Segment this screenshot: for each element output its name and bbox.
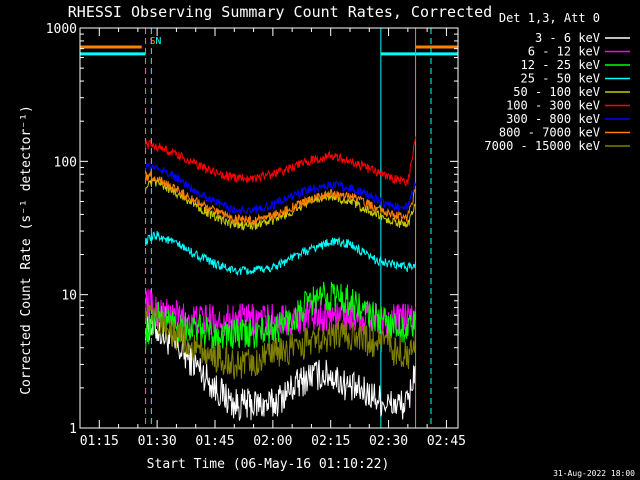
- y-tick-label-3: 1000: [46, 22, 77, 37]
- marker-label-0: S: [150, 36, 156, 47]
- legend-label-7: 800 - 7000 keV: [499, 126, 600, 140]
- plot-area: [79, 27, 459, 429]
- legend-label-1: 6 - 12 keV: [528, 45, 600, 59]
- y-axis-label: Corrected Count Rate (s⁻¹ detector⁻¹): [19, 105, 34, 395]
- timestamp: 31-Aug-2022 18:00: [553, 469, 635, 478]
- legend-label-2: 12 - 25 keV: [521, 58, 600, 72]
- x-tick-label-0: 01:15: [80, 434, 119, 449]
- legend-title: Det 1,3, Att 0: [499, 11, 600, 25]
- chart-title: RHESSI Observing Summary Count Rates, Co…: [68, 3, 492, 21]
- x-axis: 01:15 01:30 01:45 02:00 02:15 02:30 02:45: [79, 28, 466, 449]
- x-axis-label: Start Time (06-May-16 01:10:22): [147, 457, 390, 472]
- series-group: [145, 136, 417, 421]
- x-tick-label-2: 01:45: [195, 434, 234, 449]
- series-line-6: [145, 161, 417, 215]
- x-tick-label-3: 02:00: [253, 434, 292, 449]
- x-tick-label-1: 01:30: [138, 434, 177, 449]
- legend-label-5: 100 - 300 keV: [506, 99, 600, 113]
- y-tick-label-2: 100: [54, 155, 77, 170]
- series-line-5: [145, 136, 417, 186]
- legend-label-3: 25 - 50 keV: [521, 72, 600, 86]
- x-tick-label-4: 02:15: [311, 434, 350, 449]
- marker-label-1: N: [155, 36, 161, 47]
- x-tick-label-6: 02:45: [427, 434, 466, 449]
- legend-label-8: 7000 - 15000 keV: [484, 139, 600, 153]
- series-line-3: [145, 231, 417, 276]
- flag-bars: [80, 45, 458, 56]
- series-line-7: [145, 170, 417, 227]
- y-tick-label-0: 1: [69, 422, 77, 437]
- series-line-2: [145, 281, 417, 351]
- series-line-8: [145, 300, 417, 380]
- legend-label-4: 50 - 100 keV: [513, 85, 600, 99]
- x-tick-label-5: 02:30: [369, 434, 408, 449]
- y-axis: 1 10 100 1000: [46, 22, 458, 437]
- legend-label-6: 300 - 800 keV: [506, 112, 600, 126]
- y-tick-label-1: 10: [61, 289, 77, 304]
- legend-label-0: 3 - 6 keV: [535, 31, 600, 45]
